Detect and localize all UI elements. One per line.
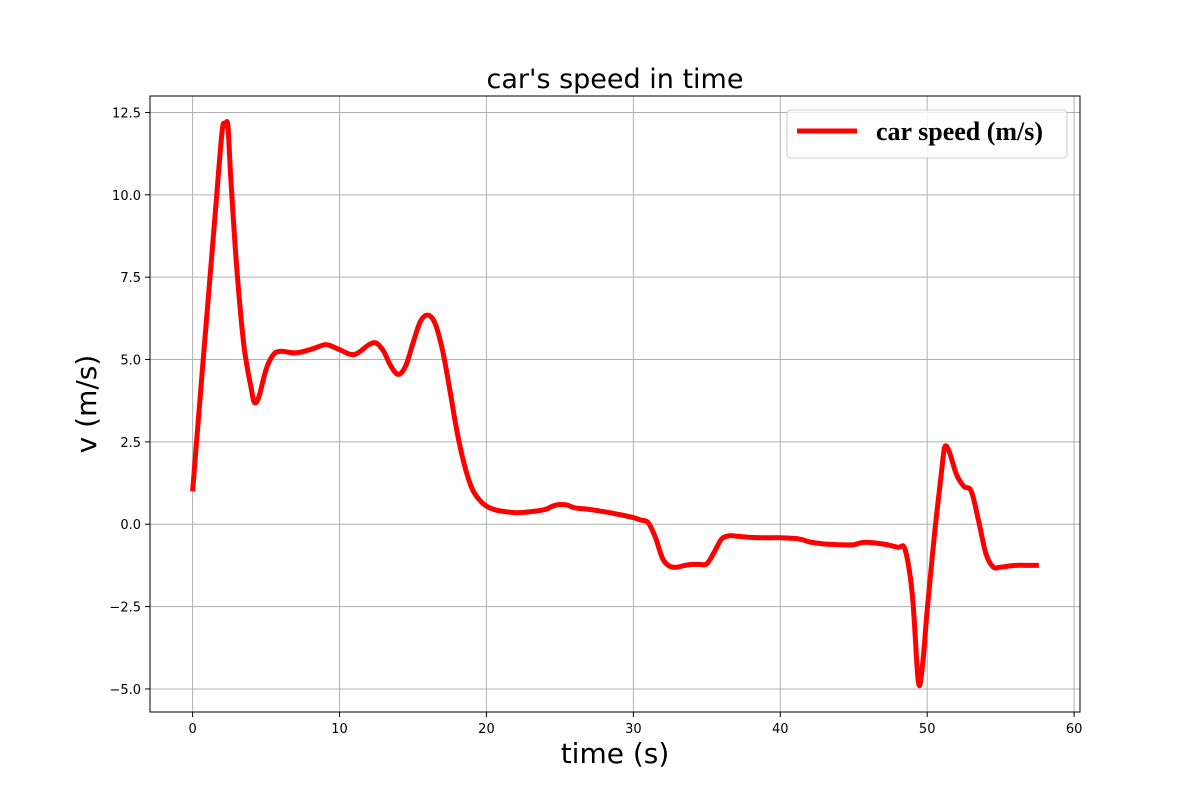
x-tick-label: 10 <box>331 722 348 737</box>
legend-box <box>786 109 1068 159</box>
x-tick-label: 0 <box>188 722 196 737</box>
x-tick-label: 60 <box>1066 722 1083 737</box>
y-tick-label: −2.5 <box>109 601 141 616</box>
x-tick-label: 30 <box>625 722 642 737</box>
series-layer <box>190 118 1039 689</box>
y-tick-label: 12.5 <box>112 106 141 121</box>
y-tick-label: 5.0 <box>120 354 141 369</box>
y-tick-label: −5.0 <box>109 683 141 698</box>
legend: car speed (m/s) <box>786 109 1068 159</box>
x-tick-label: 50 <box>919 722 936 737</box>
grid-lines <box>150 96 1080 712</box>
plot-frame <box>149 95 1081 713</box>
y-axis: −5.0 −2.5 0.0 2.5 5.0 7.5 10.0 12.5 <box>109 106 150 698</box>
y-tick-label: 2.5 <box>120 436 141 451</box>
chart-title: car's speed in time <box>487 64 744 95</box>
x-tick-label: 40 <box>772 722 789 737</box>
y-tick-label: 10.0 <box>112 189 141 204</box>
x-tick-label: 20 <box>478 722 495 737</box>
y-axis-label: v (m/s) <box>70 355 103 454</box>
y-tick-label: 7.5 <box>120 271 141 286</box>
x-axis: 0 10 20 30 40 50 60 <box>188 712 1082 737</box>
y-tick-label: 0.0 <box>120 518 141 533</box>
series-line-car-speed <box>190 118 1039 689</box>
x-axis-label: time (s) <box>561 737 670 770</box>
legend-label-car-speed: car speed (m/s) <box>876 117 1043 146</box>
